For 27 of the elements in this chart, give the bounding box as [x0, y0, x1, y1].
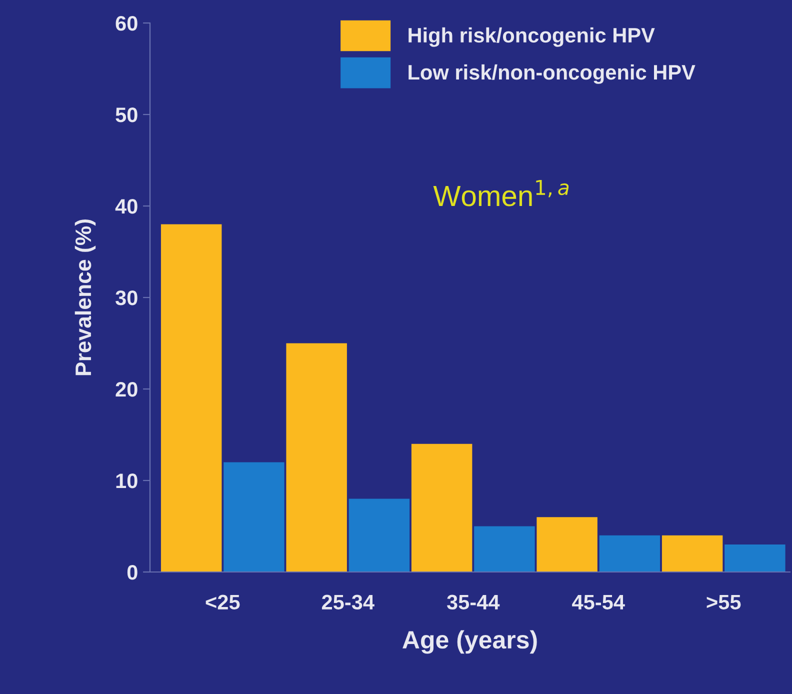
legend-label: Low risk/non-oncogenic HPV — [408, 64, 696, 84]
bar — [474, 526, 535, 572]
y-tick-label: 50 — [116, 108, 138, 122]
x-tick-label: >55 — [706, 594, 741, 610]
x-tick-label: 35-44 — [446, 594, 500, 610]
bar — [160, 224, 222, 572]
x-tick-label: <25 — [206, 594, 240, 610]
y-tick-label: 30 — [116, 290, 138, 306]
y-tick-label: 60 — [116, 16, 138, 31]
bar — [662, 535, 723, 572]
bar — [536, 517, 598, 572]
bar — [224, 462, 284, 572]
bar — [411, 444, 472, 572]
y-axis-title: Prevalence (%) — [74, 220, 96, 376]
annotation: Women$^{1,a}$ — [433, 180, 569, 206]
bar — [599, 535, 660, 572]
bar — [286, 343, 347, 572]
y-tick-label: 10 — [116, 474, 138, 488]
y-tick-label: 40 — [115, 199, 138, 214]
y-tick-label: 0 — [127, 565, 138, 580]
bar — [724, 544, 786, 572]
legend-label: High risk/oncogenic HPV — [408, 27, 655, 47]
x-axis-title: Age (years) — [402, 630, 537, 654]
bar — [348, 498, 410, 572]
y-tick-label: 20 — [116, 382, 138, 397]
x-tick-label: 25-34 — [322, 594, 374, 610]
x-tick-label: 45-54 — [572, 594, 625, 610]
